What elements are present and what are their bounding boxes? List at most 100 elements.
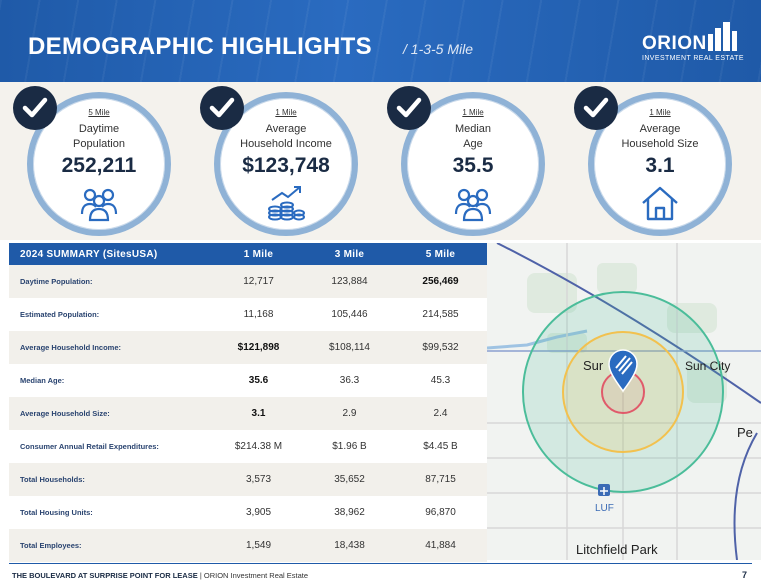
footer-separator: |	[199, 571, 202, 580]
cell-1-mile: $121,898	[237, 342, 280, 353]
cell-1-mile: $214.38 M	[234, 441, 283, 452]
page-number: 7	[741, 570, 747, 580]
row-label: Median Age:	[20, 376, 65, 385]
table-row: Median Age: 35.6 36.3 45.3	[9, 364, 487, 397]
table-body: Daytime Population: 12,717 123,884 256,4…	[9, 265, 487, 562]
cell-3-mile: $1.96 B	[332, 441, 367, 452]
orion-logo: ORION INVESTMENT REAL ESTATE	[642, 22, 744, 64]
highlight-radius: 1 Mile	[649, 108, 671, 117]
checkmark-icon	[13, 86, 57, 130]
map-canvas: Sur Sun City Pe LUF Litchfield Park	[487, 243, 761, 560]
footer: THE BOULEVARD AT SURPRISE POINT FOR LEAS…	[12, 571, 308, 580]
airport-icon	[598, 484, 610, 496]
cell-3-mile: 18,438	[334, 540, 365, 551]
row-label: Total Housing Units:	[20, 508, 93, 517]
cell-3-mile: 123,884	[331, 276, 368, 287]
footer-property: THE BOULEVARD AT SURPRISE POINT FOR LEAS…	[12, 571, 198, 580]
highlight-household-income: 1 Mile Average Household Income $123,748	[200, 86, 358, 236]
row-label: Total Households:	[20, 475, 85, 484]
cell-3-mile: 38,962	[334, 507, 365, 518]
checkmark-icon	[387, 86, 431, 130]
table-header-5-mile: 5 Mile	[425, 248, 456, 260]
page-title: DEMOGRAPHIC HIGHLIGHTS	[28, 33, 372, 60]
highlight-label: Average Household Income	[214, 122, 358, 152]
highlight-label: Median Age	[401, 122, 545, 152]
highlight-value: 252,211	[61, 154, 137, 177]
highlight-label: Average Household Size	[588, 122, 732, 152]
cell-5-mile: 41,884	[425, 540, 456, 551]
table-row: Daytime Population: 12,717 123,884 256,4…	[9, 265, 487, 298]
people-icon	[454, 188, 492, 222]
highlight-daytime-population: 5 Mile Daytime Population 252,211	[13, 86, 171, 236]
logo-tagline: INVESTMENT REAL ESTATE	[642, 55, 744, 62]
table-row: Total Housing Units: 3,905 38,962 96,870	[9, 496, 487, 529]
house-icon	[642, 186, 678, 221]
highlight-label: Daytime Population	[27, 122, 171, 152]
table-header-1-mile: 1 Mile	[243, 248, 274, 260]
highlight-radius: 5 Mile	[88, 108, 110, 117]
cell-5-mile: 45.3	[430, 375, 451, 386]
street-grid	[487, 243, 761, 560]
footer-company: ORION Investment Real Estate	[203, 571, 309, 580]
table-row: Total Employees: 1,549 18,438 41,884	[9, 529, 487, 562]
cell-1-mile: 3,905	[245, 507, 272, 518]
highlight-label-line1: Daytime	[78, 123, 120, 135]
cell-1-mile: 3.1	[251, 408, 266, 419]
building-icon	[708, 22, 737, 51]
highlight-label-line2: Population	[73, 138, 125, 150]
table-row: Average Household Income: $121,898 $108,…	[9, 331, 487, 364]
location-pin-icon[interactable]	[608, 349, 638, 393]
map-label-luf: LUF	[595, 503, 614, 514]
table-row: Average Household Size: 3.1 2.9 2.4	[9, 397, 487, 430]
highway	[496, 243, 761, 404]
cell-3-mile: 105,446	[331, 309, 368, 320]
row-label: Total Employees:	[20, 541, 82, 550]
cell-5-mile: 214,585	[422, 309, 459, 320]
highlight-label-line1: Average	[265, 123, 307, 135]
highlight-label-line2: Age	[463, 138, 483, 150]
highlight-label-line1: Median	[454, 123, 492, 135]
cell-5-mile: 96,870	[425, 507, 456, 518]
row-label: Average Household Size:	[20, 409, 110, 418]
cell-1-mile: 35.6	[248, 375, 269, 386]
cell-5-mile: 87,715	[425, 474, 456, 485]
checkmark-icon	[200, 86, 244, 130]
cell-1-mile: 3,573	[245, 474, 272, 485]
row-label: Estimated Population:	[20, 310, 100, 319]
row-label: Daytime Population:	[20, 277, 93, 286]
highlight-household-size: 1 Mile Average Household Size 3.1	[574, 86, 732, 236]
highlight-value: 35.5	[452, 154, 494, 177]
highlight-value: 3.1	[645, 154, 675, 177]
logo-name: ORION	[642, 33, 707, 54]
cell-1-mile: 11,168	[243, 309, 274, 320]
highlight-radius: 1 Mile	[275, 108, 297, 117]
header-banner: DEMOGRAPHIC HIGHLIGHTS / 1-3-5 Mile ORIO…	[0, 0, 761, 82]
cell-5-mile: $99,532	[422, 342, 459, 353]
cell-3-mile: $108,114	[329, 342, 370, 353]
map-label-litchfield-park: Litchfield Park	[576, 542, 658, 557]
radius-map[interactable]: Sur Sun City Pe LUF Litchfield Park	[487, 243, 761, 560]
cell-5-mile: 256,469	[422, 276, 459, 287]
money-growth-icon	[268, 186, 305, 221]
row-label: Consumer Annual Retail Expenditures:	[20, 442, 159, 451]
cell-1-mile: 1,549	[245, 540, 272, 551]
page-subtitle: / 1-3-5 Mile	[403, 41, 474, 57]
highlight-label-line2: Household Income	[240, 138, 332, 150]
cell-3-mile: 35,652	[334, 474, 365, 485]
summary-table: 2024 SUMMARY (SitesUSA) 1 Mile 3 Mile 5 …	[9, 243, 487, 562]
highlight-radius: 1 Mile	[462, 108, 484, 117]
row-label: Average Household Income:	[20, 343, 121, 352]
cell-1-mile: 12,717	[243, 276, 274, 287]
table-header-3-mile: 3 Mile	[334, 248, 365, 260]
highway-2	[733, 432, 758, 560]
cell-3-mile: 2.9	[342, 408, 357, 419]
highlight-label-line2: Household Size	[621, 138, 699, 150]
table-row: Estimated Population: 11,168 105,446 214…	[9, 298, 487, 331]
map-label-sur: Sur	[583, 358, 604, 373]
people-icon	[80, 188, 118, 222]
cell-5-mile: 2.4	[433, 408, 448, 419]
table-header: 2024 SUMMARY (SitesUSA) 1 Mile 3 Mile 5 …	[9, 243, 487, 265]
highlight-label-line1: Average	[639, 123, 681, 135]
highlight-median-age: 1 Mile Median Age 35.5	[387, 86, 545, 236]
footer-divider	[9, 563, 752, 564]
